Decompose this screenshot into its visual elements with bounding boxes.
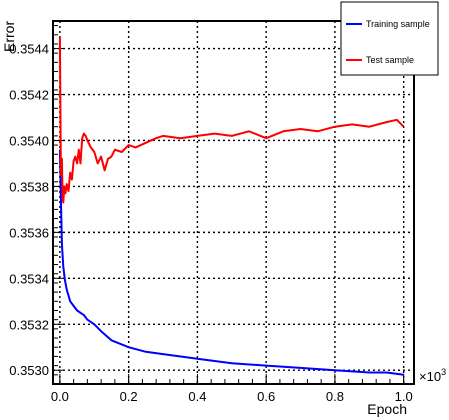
x-axis-multiplier-base: ×10: [419, 369, 441, 384]
y-tick-label: 0.3536: [9, 225, 49, 240]
x-tick-label: 1.0: [395, 389, 413, 404]
legend-box: [340, 1, 439, 76]
y-tick-label: 0.3542: [9, 88, 49, 103]
y-tick-label: 0.3534: [9, 271, 49, 286]
legend-label-test: Test sample: [366, 55, 414, 65]
y-tick-label: 0.3532: [9, 317, 49, 332]
axis-ticks: 0.0 0.2 0.4 0.6 0.8 1.0 0.3530 0.3532 0.3534 0.35…: [9, 25, 413, 404]
y-tick-label: 0.3538: [9, 179, 49, 194]
y-tick-label: 0.3530: [9, 363, 49, 378]
legend: Training sample Test sample: [340, 1, 439, 76]
x-tick-label: 0.2: [120, 389, 138, 404]
x-tick-label: 0.8: [326, 389, 344, 404]
y-axis-title: Error: [1, 21, 17, 52]
y-tick-label: 0.3540: [9, 133, 49, 148]
x-tick-label: 0.4: [188, 389, 206, 404]
y-tick-label: 0.3544: [9, 42, 49, 57]
x-tick-label: 0.0: [51, 389, 69, 404]
x-axis-multiplier-exponent: 3: [441, 367, 446, 377]
x-tick-label: 0.6: [257, 389, 275, 404]
series-line-test: [58, 37, 405, 204]
series-group: [58, 37, 405, 376]
series-line-training: [58, 149, 404, 376]
plot-frame: [52, 20, 415, 385]
legend-label-training: Training sample: [366, 19, 430, 29]
x-axis-title: Epoch: [367, 401, 407, 417]
x-axis-multiplier: ×103: [419, 367, 446, 384]
